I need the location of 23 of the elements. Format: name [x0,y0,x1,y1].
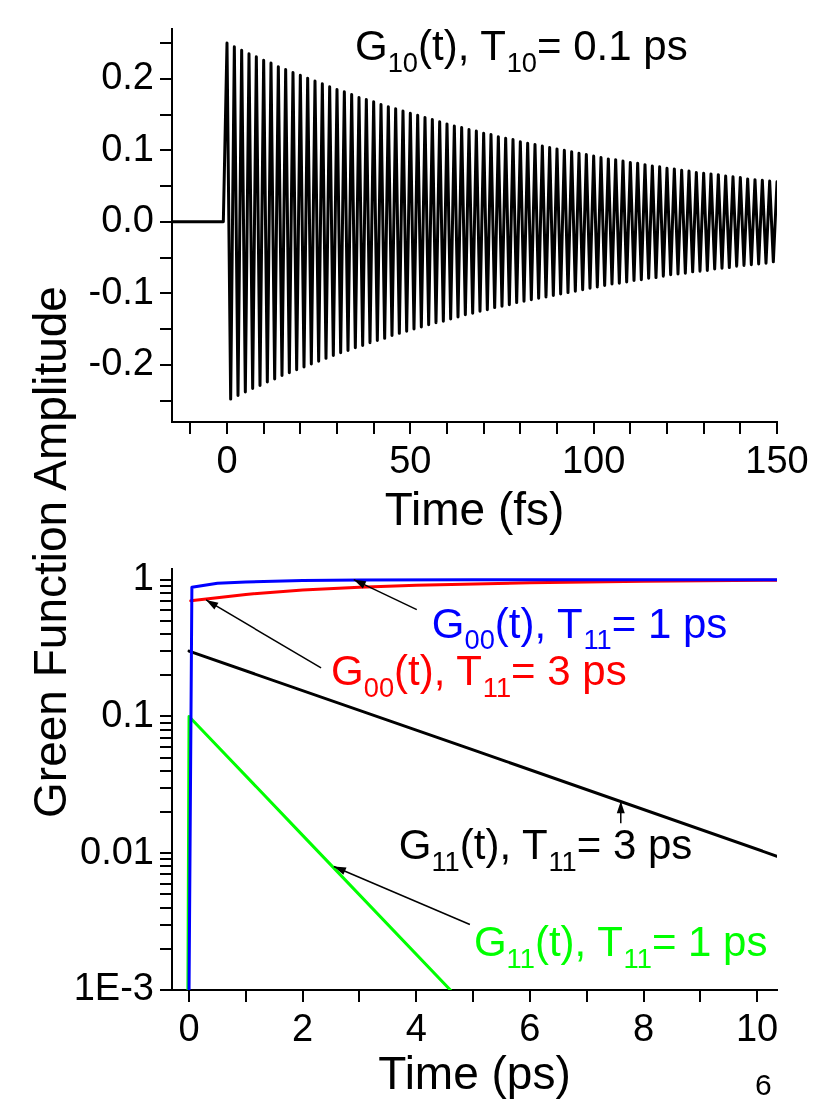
text: 6 [755,1068,772,1101]
x-axis-title: Time (ps) [378,1047,571,1100]
x-tick-label: 0 [216,439,238,482]
y-tick-label: 0.1 [101,692,154,735]
x-tick-label: 0 [178,1007,200,1050]
x-tick-label: 2 [292,1007,314,1050]
x-tick-label: 10 [735,1007,779,1050]
x-axis-title: Time (fs) [384,483,565,536]
y-tick-label: 0.01 [80,829,154,872]
x-tick-label: 100 [561,439,626,482]
x-tick-label: 4 [405,1007,427,1050]
y-tick-label: 0.1 [101,126,154,169]
x-tick-label: 150 [745,439,809,482]
y-tick-label: 1E-3 [73,966,154,1009]
y-tick-label: 0.0 [101,198,154,241]
y-tick-label: 1 [132,556,154,599]
x-tick-label: 8 [632,1007,655,1050]
x-tick-label: 50 [389,439,432,482]
y-axis-title: Green Function Amplitude [23,286,77,818]
x-tick-label: 6 [519,1007,541,1050]
y-tick-label: -0.1 [88,269,154,312]
y-tick-label: 0.2 [101,55,154,98]
y-tick-label: -0.2 [88,341,154,384]
